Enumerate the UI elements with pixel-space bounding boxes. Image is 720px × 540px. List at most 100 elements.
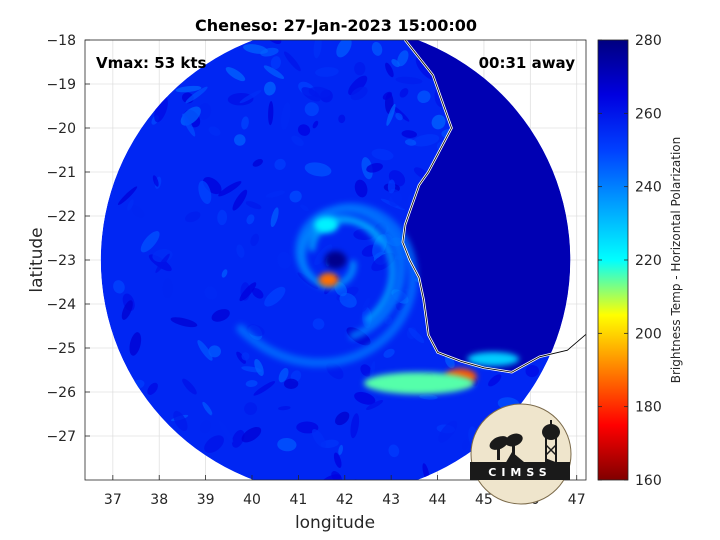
coastline-edge [402,40,586,373]
texture-cell [264,81,276,96]
texture-cell [431,114,446,130]
texture-cell [129,332,142,356]
texture-cell [254,359,264,376]
texture-cell [301,87,321,102]
texture-cell [268,101,274,126]
texture-cell [297,124,311,136]
feature-eyewall-warm-spot [318,272,339,287]
texture-cell [253,381,276,396]
texture-cell [362,297,370,312]
texture-cell [185,211,201,223]
texture-cell [217,209,228,226]
texture-cell [289,190,302,203]
texture-cell [385,62,394,78]
texture-cell [283,51,301,72]
texture-cell [173,410,188,432]
y-tick-label: −19 [46,77,76,93]
cimss-logo-text: CIMSS [488,466,551,479]
feature-eye [324,251,347,269]
y-tick-label: −20 [46,121,76,137]
texture-cell [382,91,393,100]
colorbar-tick-label: 240 [635,180,662,196]
texture-cell [198,102,212,120]
texture-cell [208,345,221,358]
y-tick-label: −22 [46,209,76,225]
texture-cell [245,201,262,210]
texture-cell [391,59,400,68]
texture-cell [335,411,350,426]
texture-cell [155,253,170,273]
x-tick-label: 44 [429,492,447,508]
texture-cell [360,364,372,377]
texture-cell [117,186,138,206]
texture-cell [397,50,409,67]
y-tick-label: −23 [46,253,76,269]
texture-cell [312,318,325,330]
x-tick-label: 37 [104,492,122,508]
texture-cell [366,400,384,410]
texture-cell [387,179,396,194]
water-tower-icon [542,420,560,464]
texture-cell [211,412,220,426]
texture-cell [369,361,376,378]
texture-cell [232,189,248,211]
texture-cell [198,180,212,204]
texture-cell [350,86,368,101]
texture-cell [270,56,282,70]
colorbar-tick-label: 200 [635,326,662,342]
texture-cell [390,188,409,210]
texture-cell [182,378,197,395]
texture-cell [239,90,262,104]
texture-cell [281,102,291,130]
x-tick-label: 42 [336,492,354,508]
storm-features [314,216,520,395]
texture-cell [525,365,540,378]
texture-cell [336,40,352,58]
x-axis-label: longitude [295,513,375,533]
texture-cell [311,429,326,448]
texture-cell [438,420,458,443]
y-tick-label: −27 [46,429,76,445]
texture-cell [408,327,425,344]
texture-cell [152,175,159,187]
texture-cell [384,316,393,325]
colorbar: 160 180 200 220 240 260 280 Brightness Temp - … [597,33,683,489]
texture-cell [404,139,417,146]
texture-cell [283,378,299,389]
texture-cell [315,67,339,77]
texture-cell [170,317,198,328]
texture-cell [208,126,221,136]
x-tick-label: 43 [382,492,400,508]
texture-cell [236,244,245,258]
texture-cell [263,65,285,79]
texture-cell [350,413,360,439]
texture-cell [354,391,376,405]
texture-cell [304,102,319,117]
texture-cell [339,292,357,308]
rain-band [236,202,418,368]
texture-cell [154,96,168,123]
x-tick-label: 38 [150,492,168,508]
x-tick-label: 39 [197,492,215,508]
texture-cell [412,134,440,147]
texture-cell [245,380,258,387]
texture-cell [300,204,309,212]
texture-cell [218,181,242,197]
texture-cell [211,309,230,322]
texture-cell [147,382,158,395]
y-tick-label: −25 [46,341,76,357]
texture-cell [175,85,202,93]
texture-cell [231,429,245,448]
y-tick-label: −24 [46,297,76,313]
texture-cell [162,278,173,299]
texture-cell [241,352,250,361]
texture-cell [488,374,502,387]
y-tick-label: −26 [46,385,76,401]
texture-cell [390,104,410,122]
colorbar-tick-label: 260 [635,106,662,122]
texture-cell [202,401,213,416]
texture-cell [218,420,234,443]
texture-cell [366,162,383,173]
texture-cell [395,76,423,85]
